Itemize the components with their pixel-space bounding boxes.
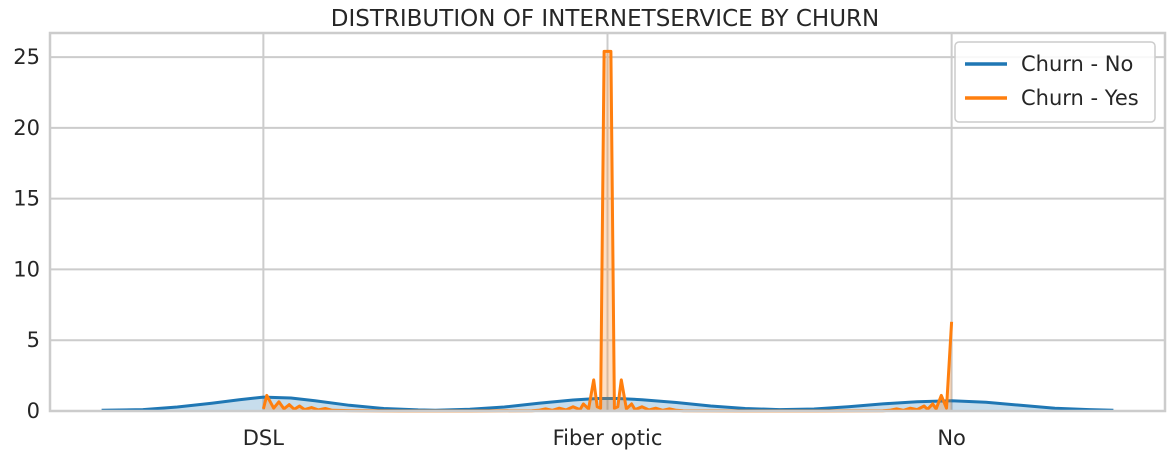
series-line-1 bbox=[261, 49, 954, 413]
x-tick-label: No bbox=[937, 426, 966, 450]
x-tick-label: DSL bbox=[243, 426, 285, 450]
series-area-0 bbox=[101, 397, 1114, 411]
plot-area bbox=[101, 49, 1114, 413]
legend: Churn - No Churn - Yes bbox=[954, 41, 1156, 123]
y-tick-label: 20 bbox=[13, 116, 40, 140]
legend-box bbox=[954, 41, 1156, 123]
y-tick-label: 5 bbox=[27, 328, 40, 352]
series-area-1 bbox=[263, 51, 952, 412]
chart-title: DISTRIBUTION OF INTERNETSERVICE BY CHURN bbox=[331, 6, 880, 32]
y-tick-label: 10 bbox=[13, 257, 40, 281]
y-tick-label: 0 bbox=[27, 399, 40, 423]
y-tick-label: 25 bbox=[13, 45, 40, 69]
plot-frame bbox=[48, 31, 1167, 413]
axes: 0 5 10 15 20 25 DSL Fiber optic No bbox=[13, 31, 1167, 450]
legend-label-0: Churn - No bbox=[1021, 52, 1133, 76]
legend-label-1: Churn - Yes bbox=[1021, 86, 1139, 110]
y-tick-label: 15 bbox=[13, 187, 40, 211]
x-tick-label: Fiber optic bbox=[553, 426, 663, 450]
